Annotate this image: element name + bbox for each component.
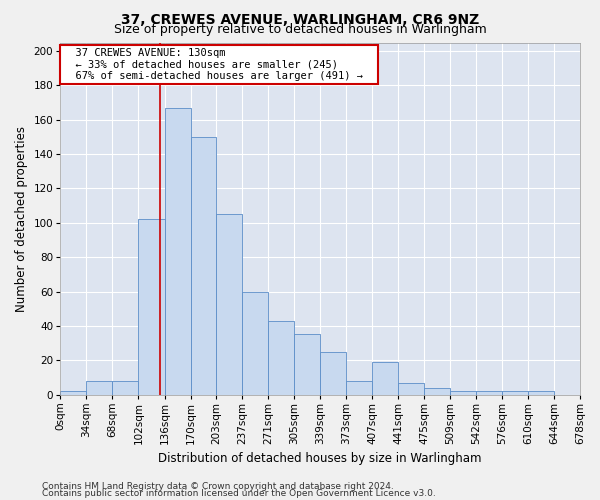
Bar [320, 352, 346, 395]
Y-axis label: Number of detached properties: Number of detached properties [15, 126, 28, 312]
Bar [294, 334, 320, 394]
Bar [451, 391, 476, 394]
X-axis label: Distribution of detached houses by size in Warlingham: Distribution of detached houses by size … [158, 452, 482, 465]
Bar [268, 320, 294, 394]
Bar [164, 108, 191, 395]
Bar [372, 362, 398, 394]
Text: 37 CREWES AVENUE: 130sqm  
  ← 33% of detached houses are smaller (245)  
  67% : 37 CREWES AVENUE: 130sqm ← 33% of detach… [63, 48, 376, 81]
Bar [476, 391, 502, 394]
Bar [139, 220, 164, 394]
Text: Contains public sector information licensed under the Open Government Licence v3: Contains public sector information licen… [42, 489, 436, 498]
Text: Size of property relative to detached houses in Warlingham: Size of property relative to detached ho… [113, 22, 487, 36]
Text: 37, CREWES AVENUE, WARLINGHAM, CR6 9NZ: 37, CREWES AVENUE, WARLINGHAM, CR6 9NZ [121, 12, 479, 26]
Bar [424, 388, 451, 394]
Bar [502, 391, 528, 394]
Bar [60, 391, 86, 394]
Bar [112, 381, 139, 394]
Bar [242, 292, 268, 395]
Text: Contains HM Land Registry data © Crown copyright and database right 2024.: Contains HM Land Registry data © Crown c… [42, 482, 394, 491]
Bar [528, 391, 554, 394]
Bar [398, 382, 424, 394]
Bar [86, 381, 112, 394]
Bar [346, 381, 372, 394]
Bar [216, 214, 242, 394]
Bar [191, 137, 216, 394]
